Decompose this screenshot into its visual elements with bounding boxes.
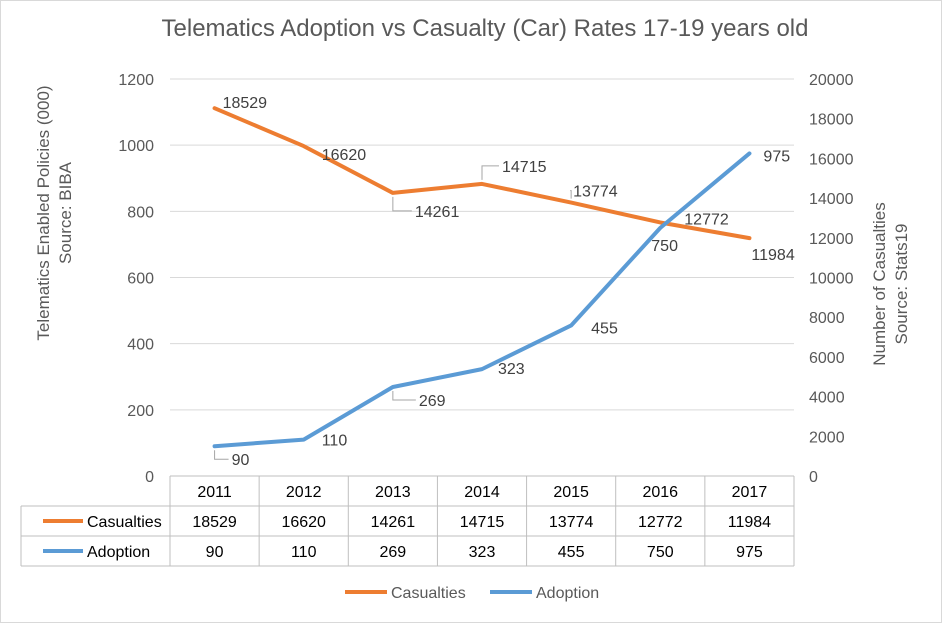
data-label-leader: [214, 450, 229, 460]
data-label-adoption: 269: [419, 393, 446, 410]
data-label-adoption: 90: [232, 452, 250, 469]
right-tick-label: 0: [809, 469, 818, 486]
table-cell: 90: [206, 544, 224, 561]
legend: Casualties Adoption: [345, 585, 599, 602]
table-cell: 11984: [728, 514, 771, 531]
data-label-leader: [570, 190, 572, 199]
right-axis-source: Source: Stats19: [892, 224, 911, 345]
right-tick-label: 4000: [809, 390, 845, 407]
table-cell: 323: [469, 544, 496, 561]
right-tick-label: 10000: [809, 271, 854, 288]
data-label-leader: [392, 391, 416, 401]
data-label-casualties: 11984: [751, 247, 794, 264]
left-axis-ticks: 0 200 400 600 800 1000 1200: [118, 72, 154, 486]
table-cell: 750: [647, 544, 674, 561]
table-cell: 269: [380, 544, 407, 561]
table-cell: 975: [736, 544, 763, 561]
left-axis-title: Telematics Enabled Policies (000): [34, 85, 53, 340]
right-tick-label: 16000: [809, 151, 854, 168]
table-row-label: Adoption: [87, 544, 150, 561]
series-line-adoption: [212, 151, 752, 449]
data-label-casualties: 18529: [223, 95, 268, 112]
left-tick-label: 800: [127, 204, 154, 221]
table-header-cell: 2012: [286, 484, 322, 501]
table-cell: 14261: [371, 514, 416, 531]
table-header-cell: 2017: [732, 484, 768, 501]
data-label-casualties: 13774: [573, 184, 618, 201]
right-tick-label: 18000: [809, 112, 854, 129]
data-table: 2011 2012 2013 2014 2015 2016 2017 Casualties 18…: [20, 475, 795, 567]
right-tick-label: 14000: [809, 191, 854, 208]
data-label-leader: [392, 196, 412, 212]
table-header-cell: 2013: [375, 484, 411, 501]
table-header-cell: 2015: [553, 484, 589, 501]
data-label-leader: [481, 165, 499, 180]
table-cell: 14715: [460, 514, 505, 531]
data-label-adoption: 323: [498, 361, 525, 378]
right-tick-label: 20000: [809, 72, 854, 89]
left-tick-label: 600: [127, 271, 154, 288]
data-label-casualties: 16620: [322, 147, 367, 164]
table-cell: 18529: [192, 514, 237, 531]
table-cell: 12772: [638, 514, 683, 531]
chart-title: Telematics Adoption vs Casualty (Car) Ra…: [162, 15, 809, 42]
table-header-cell: 2011: [197, 484, 232, 501]
gridlines: [170, 78, 794, 477]
left-tick-label: 1200: [118, 72, 154, 89]
data-label-casualties: 14715: [502, 159, 547, 176]
table-cell: 110: [291, 544, 317, 561]
data-label-adoption: 455: [591, 320, 618, 337]
table-header-cell: 2016: [642, 484, 678, 501]
legend-label: Adoption: [536, 585, 599, 602]
data-label-adoption: 110: [322, 433, 348, 450]
series-lines: [212, 106, 752, 449]
table-row-label: Casualties: [87, 514, 162, 531]
right-tick-label: 8000: [809, 310, 845, 327]
left-tick-label: 1000: [118, 138, 154, 155]
table-cell: 13774: [549, 514, 594, 531]
table-cell: 455: [558, 544, 585, 561]
right-tick-label: 12000: [809, 231, 854, 248]
data-labels: 18529 16620 14261 14715 13774 12772 11984 90 110…: [214, 95, 795, 469]
right-tick-label: 2000: [809, 429, 845, 446]
left-tick-label: 200: [127, 403, 154, 420]
data-label-casualties: 14261: [415, 204, 460, 221]
left-tick-label: 0: [145, 469, 154, 486]
left-axis-source: Source: BIBA: [56, 161, 75, 264]
left-tick-label: 400: [127, 337, 154, 354]
table-header-cell: 2014: [464, 484, 500, 501]
legend-label: Casualties: [391, 585, 466, 602]
data-label-adoption: 750: [651, 238, 678, 255]
data-label-adoption: 975: [763, 148, 790, 165]
data-label-casualties: 12772: [684, 211, 729, 228]
right-axis-title: Number of Casualties: [870, 202, 889, 365]
right-tick-label: 6000: [809, 350, 845, 367]
right-axis-ticks: 0 2000 4000 6000 8000 10000 12000 14000 16000 180…: [809, 72, 854, 486]
series-line-casualties: [212, 106, 752, 241]
table-cell: 16620: [281, 514, 326, 531]
